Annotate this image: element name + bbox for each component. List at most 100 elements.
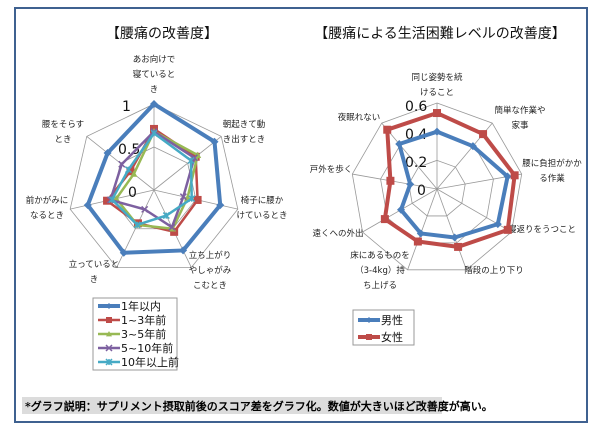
data-point <box>450 233 459 242</box>
right-radar-chart: 00.20.40.6同じ姿勢を続けること簡単な作業や家事腰に負担がかかる作業寝返… <box>310 72 582 346</box>
legend-marker <box>105 358 113 366</box>
axis-spoke <box>381 122 438 190</box>
tick-label: 0 <box>417 183 426 199</box>
data-point <box>133 221 141 229</box>
axis-spoke <box>153 136 222 191</box>
tick-label: 1 <box>122 99 131 115</box>
axis-label: 同じ姿勢を続 <box>411 72 463 83</box>
axis-label: 簡単な作業や <box>494 105 545 116</box>
tick-label: 0.6 <box>405 99 427 115</box>
axis-label: き出すとき <box>223 134 266 145</box>
data-point <box>503 172 512 181</box>
axis-label: こむとき <box>193 281 227 291</box>
data-point <box>493 220 502 229</box>
footnote: *グラフ説明：サプリメント摂取前後のスコア差をグラフ化。数値が大きいほど改善度が… <box>25 399 493 413</box>
axis-spoke <box>436 188 467 270</box>
data-point <box>187 156 195 165</box>
tick-label: 0.5 <box>118 142 140 158</box>
axis-spoke <box>352 173 438 190</box>
axis-label: き <box>150 85 159 95</box>
data-point <box>150 100 158 108</box>
axis-label: 腰に負担がかか <box>522 158 582 169</box>
data-point <box>386 176 395 185</box>
axis-label: 寝ていると <box>133 69 176 80</box>
axis-label: き <box>90 275 99 285</box>
left-radar-chart: 00.51あお向けで寝ているとき朝起きて動き出すとき椅子に腰かけているとき立ち上… <box>26 54 288 371</box>
left-chart-title: 【腰痛の改善度】 <box>106 25 218 42</box>
axis-label: 立ち上がり <box>189 250 232 261</box>
data-point <box>150 129 158 137</box>
axis-label: なるとき <box>30 211 64 221</box>
series-line <box>85 102 223 255</box>
axis-label: 夜眠れない <box>338 112 381 123</box>
data-point <box>83 201 92 210</box>
data-point <box>170 227 179 236</box>
axis-label: 階段の上り下り <box>464 265 524 276</box>
data-point <box>141 205 149 213</box>
legend-entry: 10年以上前 <box>121 355 179 369</box>
legend-marker <box>106 303 112 309</box>
data-point <box>179 193 187 201</box>
data-point <box>406 180 415 189</box>
series-10年以上前 <box>108 129 196 229</box>
axis-spoke <box>407 188 438 270</box>
axis-label: 前かがみに <box>26 195 69 206</box>
axis-label: （3-4kg）持 <box>355 265 405 276</box>
footnote-background <box>22 397 442 414</box>
axis-label: ち上げる <box>363 281 397 291</box>
axis-label: 戸外を歩く <box>310 164 353 175</box>
data-point <box>103 196 112 205</box>
series-1年以内 <box>83 100 225 257</box>
data-point <box>397 205 406 214</box>
tick-label: 0 <box>128 185 137 201</box>
axis-label: 遠くへの外出 <box>312 228 363 239</box>
data-point <box>108 196 116 204</box>
series-女性 <box>380 109 519 251</box>
data-point <box>383 125 392 134</box>
legend-box <box>352 309 415 346</box>
axis-label: 寝返りをうつこと <box>508 224 576 235</box>
data-point <box>479 130 488 139</box>
right-chart-title: 【腰痛による生活困難レベルの改善度】 <box>314 25 566 42</box>
legend-marker <box>106 317 112 323</box>
data-point <box>433 109 441 118</box>
legend-marker <box>105 344 113 352</box>
legend-entry: 1年以内 <box>121 299 161 313</box>
data-point <box>103 149 112 158</box>
grid-ring <box>408 159 466 217</box>
axis-label: 椅子に腰か <box>241 195 284 206</box>
data-point <box>210 137 219 146</box>
data-point <box>433 127 441 136</box>
axis-label: 腰をそらす <box>42 120 84 130</box>
axis-label: とき <box>54 135 71 145</box>
data-point <box>168 223 176 231</box>
data-point <box>395 139 404 148</box>
grid-ring <box>351 102 523 271</box>
data-point <box>468 142 477 151</box>
data-point <box>119 248 128 257</box>
data-point <box>188 195 196 203</box>
series-line <box>382 111 517 249</box>
legend-entry: 3~5年前 <box>121 327 166 341</box>
series-男性 <box>395 127 512 242</box>
axis-label: けているとき <box>236 211 287 221</box>
series-line <box>397 129 510 240</box>
data-point <box>503 225 512 234</box>
legend-marker <box>366 317 372 323</box>
legend-entry: 5~10年前 <box>121 341 173 355</box>
data-point <box>162 212 170 220</box>
series-line <box>110 131 193 227</box>
data-point <box>118 160 126 168</box>
legend-entry: 1~3年前 <box>121 313 166 327</box>
data-point <box>413 237 422 246</box>
axis-label: あお向けで <box>133 54 176 65</box>
grid-ring <box>69 103 239 268</box>
data-point <box>454 242 463 251</box>
axis-label: やしゃがみ <box>189 265 232 276</box>
series-line <box>115 130 199 230</box>
axis-label: 立っていると <box>69 259 120 270</box>
axis-label: 床にあるものを <box>350 250 410 261</box>
